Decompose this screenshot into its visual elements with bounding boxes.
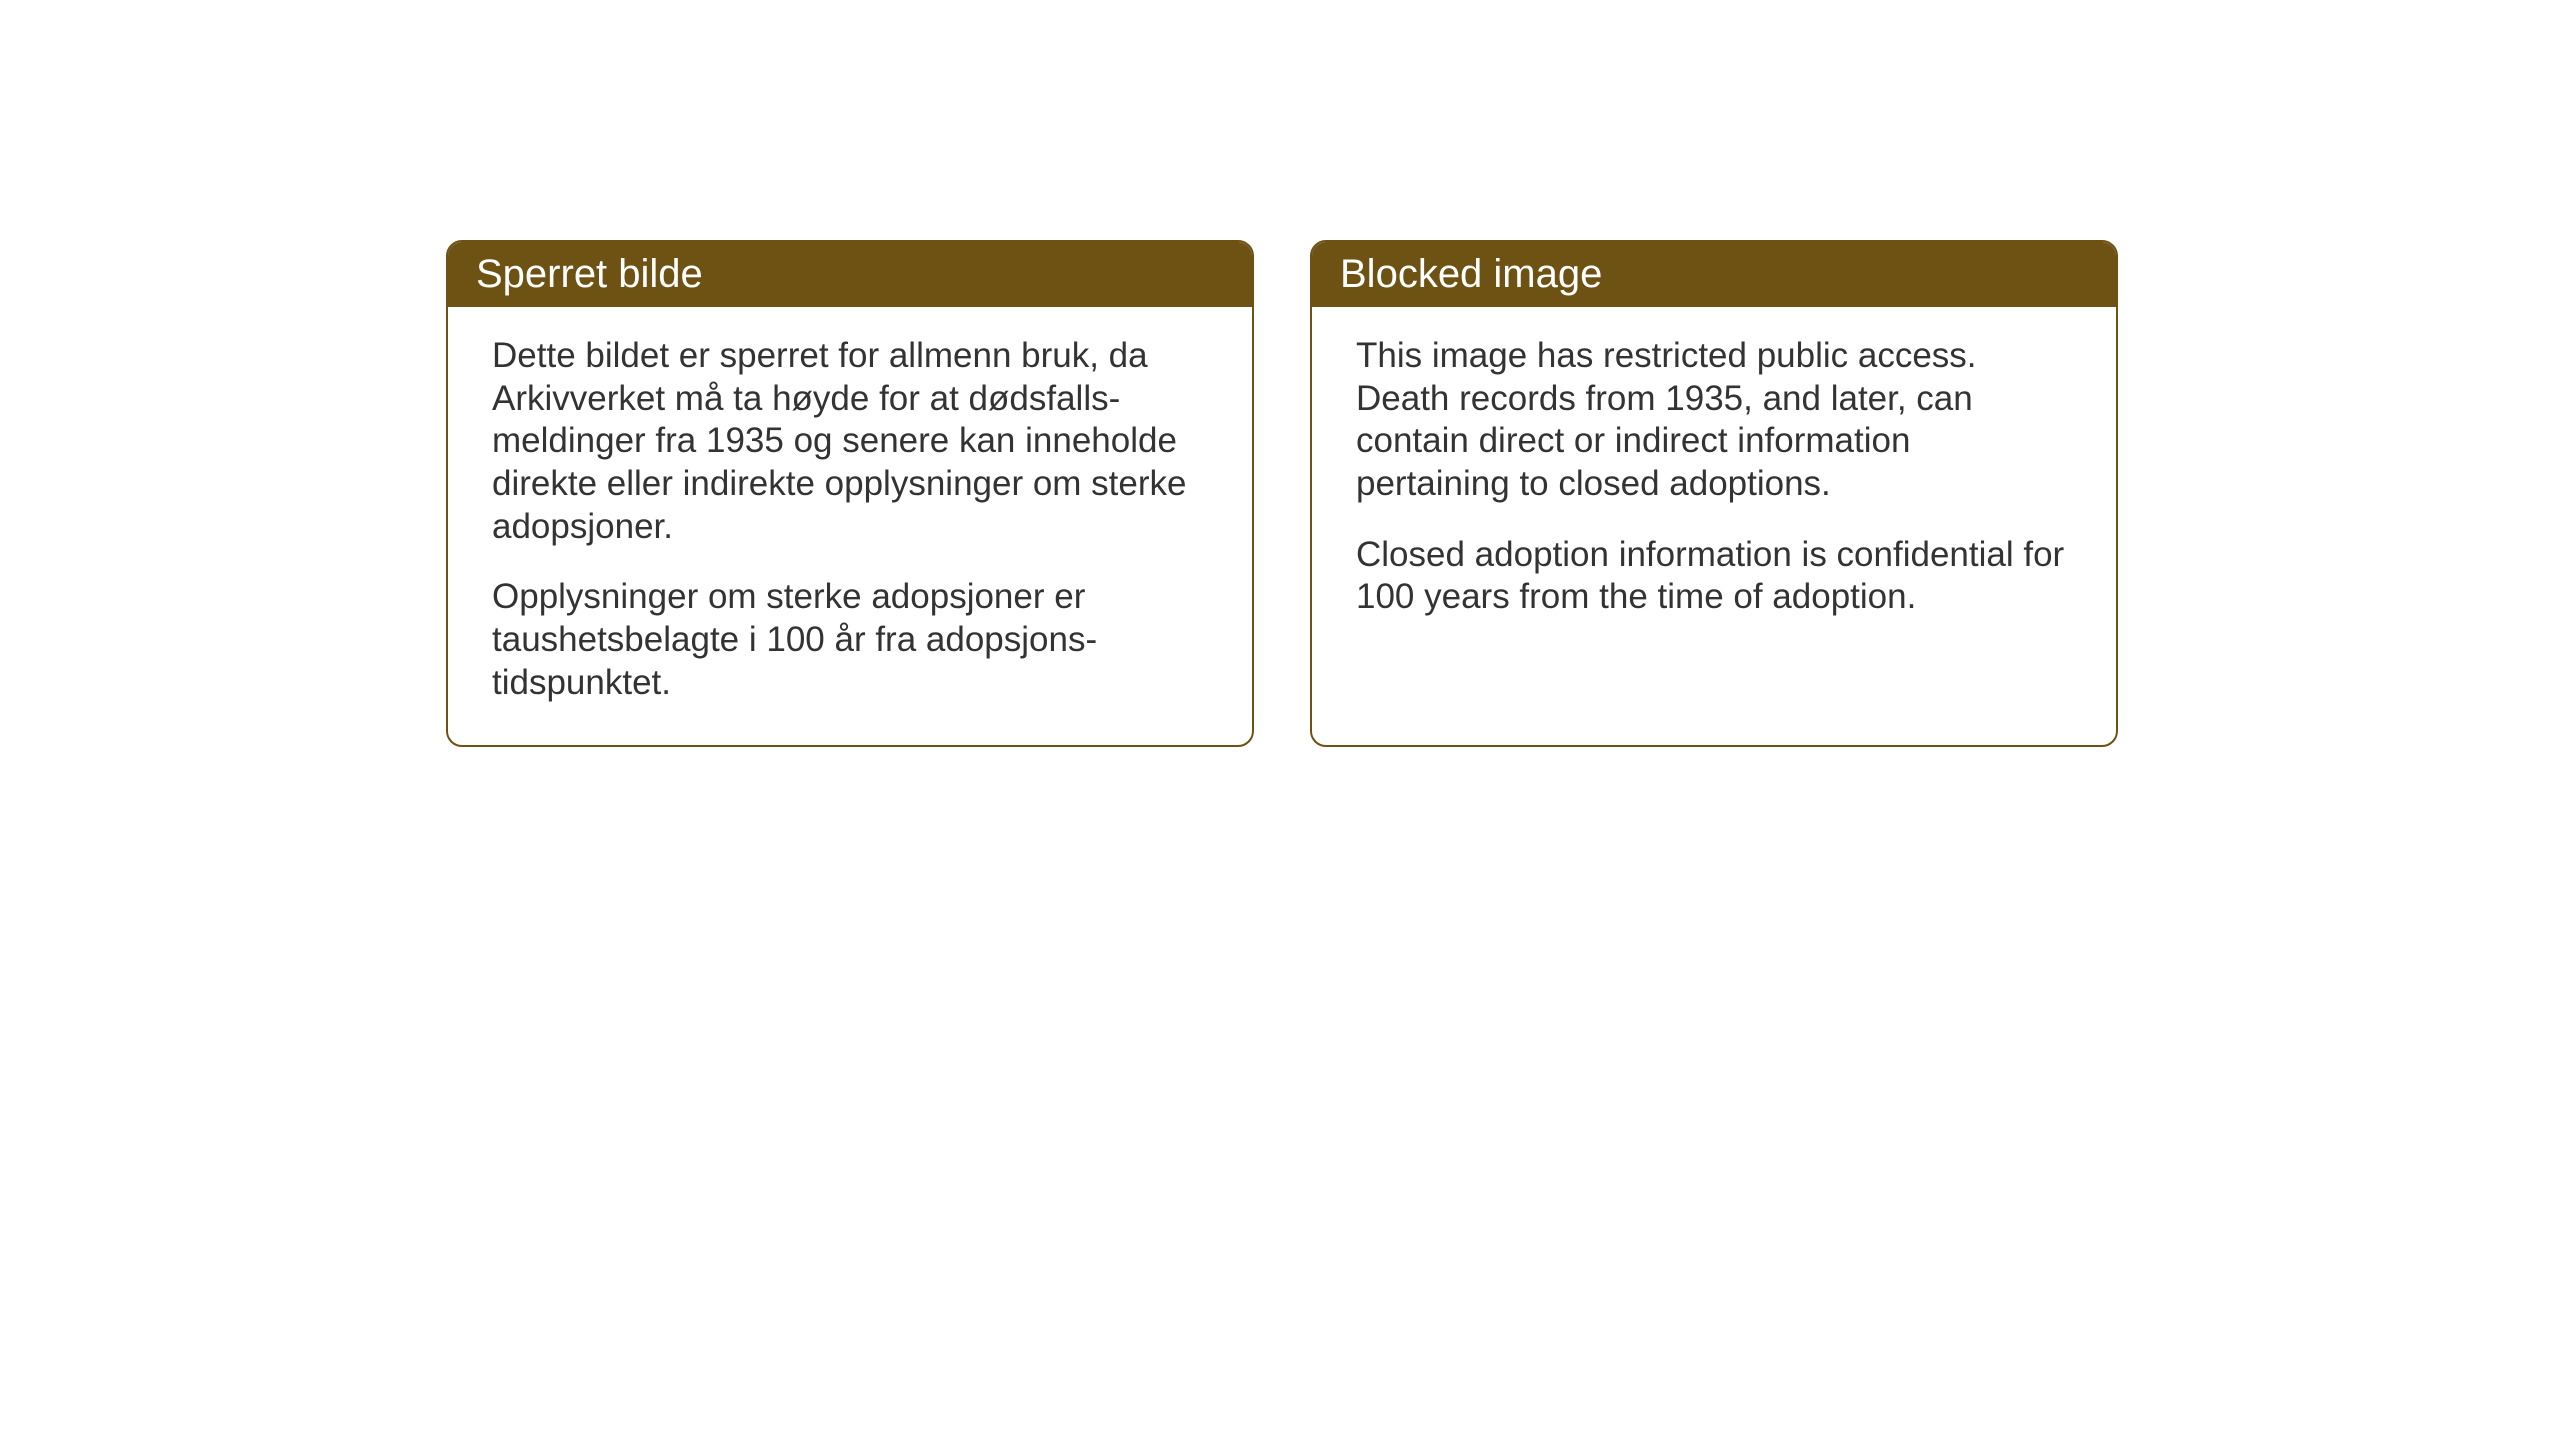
norwegian-card-header: Sperret bilde	[448, 242, 1252, 307]
english-notice-card: Blocked image This image has restricted …	[1310, 240, 2118, 747]
english-paragraph-2: Closed adoption information is confident…	[1356, 534, 2072, 619]
norwegian-notice-card: Sperret bilde Dette bildet er sperret fo…	[446, 240, 1254, 747]
notice-container: Sperret bilde Dette bildet er sperret fo…	[446, 240, 2118, 747]
english-card-body: This image has restricted public access.…	[1312, 307, 2116, 659]
norwegian-card-body: Dette bildet er sperret for allmenn bruk…	[448, 307, 1252, 745]
norwegian-card-title: Sperret bilde	[476, 252, 703, 296]
norwegian-paragraph-2: Opplysninger om sterke adopsjoner er tau…	[492, 576, 1208, 704]
norwegian-paragraph-1: Dette bildet er sperret for allmenn bruk…	[492, 335, 1208, 548]
english-paragraph-1: This image has restricted public access.…	[1356, 335, 2072, 506]
english-card-title: Blocked image	[1340, 252, 1602, 296]
english-card-header: Blocked image	[1312, 242, 2116, 307]
